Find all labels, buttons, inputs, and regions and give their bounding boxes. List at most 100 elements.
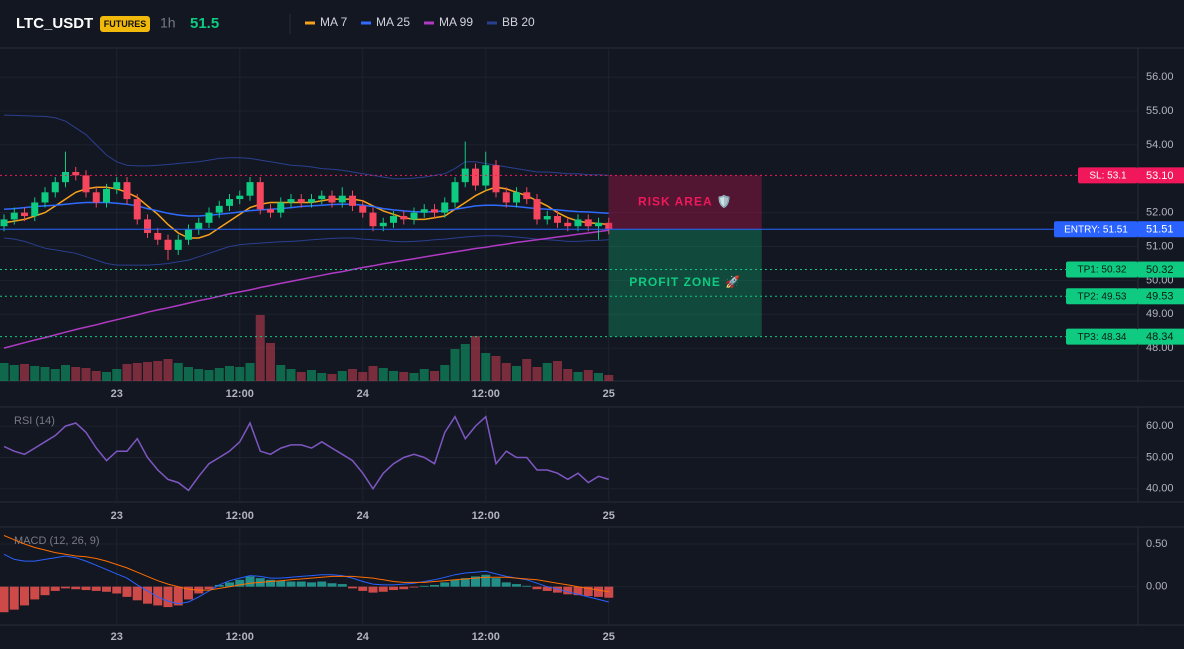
histogram-bar xyxy=(173,586,183,606)
histogram-bar xyxy=(594,586,603,597)
candle-body xyxy=(144,219,151,233)
volume-bar xyxy=(20,364,29,381)
legend-label: BB 20 xyxy=(502,15,535,29)
symbol: LTC_USDT xyxy=(16,15,93,32)
volume-bar xyxy=(184,367,193,381)
level-tag-bg xyxy=(1054,221,1138,238)
volume-bar xyxy=(553,361,562,381)
zone-label: PROFIT ZONE 🚀 xyxy=(629,275,741,289)
histogram-bar xyxy=(430,584,439,587)
candle-body xyxy=(543,216,551,220)
histogram-bar xyxy=(122,586,132,597)
volume-bar xyxy=(542,363,552,381)
volume-bar xyxy=(0,363,9,381)
legend-label: MA 7 xyxy=(320,15,348,29)
volume-bar xyxy=(71,367,81,381)
candle-body xyxy=(113,182,121,189)
x-tick-label: 12:00 xyxy=(472,510,500,522)
candle-body xyxy=(492,165,500,193)
y-tick-label: 56.00 xyxy=(1146,71,1174,83)
level-tag-bg xyxy=(1066,288,1138,305)
volume-bar xyxy=(255,315,265,381)
histogram-bar xyxy=(286,581,296,587)
candle-body xyxy=(297,199,305,203)
histogram-bar xyxy=(460,578,470,587)
volume-bar xyxy=(132,363,142,381)
candle-body xyxy=(564,222,572,227)
candle-body xyxy=(420,209,428,213)
zone xyxy=(608,229,762,337)
candle-body xyxy=(226,199,233,206)
histogram-bar xyxy=(358,586,368,591)
candle-body xyxy=(451,182,459,203)
candle-body xyxy=(410,212,418,220)
histogram-bar xyxy=(378,586,388,592)
volume-bar xyxy=(358,372,368,381)
volume-bar xyxy=(409,373,419,381)
candle-body xyxy=(92,192,100,203)
volume-bar xyxy=(604,375,614,381)
volume-bar xyxy=(81,368,91,381)
candle-body xyxy=(379,222,387,227)
candle-body xyxy=(554,216,561,223)
histogram-bar xyxy=(440,582,450,587)
series-line xyxy=(3,201,609,217)
y-tick-label: 60.00 xyxy=(1146,420,1174,432)
candle-body xyxy=(584,219,592,227)
volume-bar xyxy=(522,359,532,381)
volume-bar xyxy=(573,372,583,381)
volume-bar xyxy=(143,362,152,381)
volume-bar xyxy=(471,336,480,381)
volume-bar xyxy=(317,373,327,381)
candle-body xyxy=(369,212,377,227)
interval: 1h xyxy=(160,15,176,31)
histogram-bar xyxy=(276,580,286,587)
candle-body xyxy=(174,239,182,250)
x-tick-label: 12:00 xyxy=(226,510,254,522)
y-tick-label: 0.50 xyxy=(1146,538,1167,550)
volume-bar xyxy=(481,353,491,381)
candle-body xyxy=(31,202,39,217)
y-tick-label: 48.00 xyxy=(1146,342,1174,354)
histogram-bar xyxy=(501,582,511,587)
x-tick-label: 25 xyxy=(603,388,615,400)
candle-body xyxy=(431,209,438,213)
histogram-bar xyxy=(112,586,122,594)
candle-body xyxy=(605,222,613,230)
volume-bar xyxy=(348,369,357,381)
legend-label: MA 25 xyxy=(376,15,410,29)
candle-body xyxy=(256,182,264,210)
x-tick-label: 23 xyxy=(111,388,123,400)
candle-body xyxy=(400,216,408,220)
level-tag: TP2: 49.53 xyxy=(1078,291,1127,302)
x-tick-label: 24 xyxy=(357,510,370,522)
histogram-bar xyxy=(389,586,398,591)
volume-bar xyxy=(225,366,234,381)
x-tick-label: 23 xyxy=(111,510,123,522)
volume-bar xyxy=(501,363,511,381)
histogram-bar xyxy=(337,584,347,587)
price: 51.5 xyxy=(190,15,219,32)
candle-body xyxy=(103,188,110,203)
volume-bar xyxy=(102,372,111,381)
x-tick-label: 25 xyxy=(603,510,615,522)
badge-bg xyxy=(100,16,150,32)
histogram-bar xyxy=(542,586,552,591)
candle-body xyxy=(154,232,162,240)
price-tag-bg xyxy=(1138,167,1184,184)
histogram-bar xyxy=(573,586,583,596)
histogram-bar xyxy=(266,579,275,587)
legend-label: MA 99 xyxy=(439,15,473,29)
level-tag: ENTRY: 51.51 xyxy=(1064,224,1128,235)
histogram-bar xyxy=(143,586,152,604)
y-tick-label: 40.00 xyxy=(1146,483,1174,495)
x-tick-label: 23 xyxy=(111,631,123,643)
histogram-bar xyxy=(214,584,224,587)
histogram-bar xyxy=(245,576,255,587)
price-tag-bg xyxy=(1138,261,1184,278)
volume-bar xyxy=(296,372,306,381)
histogram-bar xyxy=(9,586,19,610)
price-tag: 51.51 xyxy=(1146,224,1174,236)
volume-bar xyxy=(337,371,347,381)
y-tick-label: 49.00 xyxy=(1146,308,1174,320)
